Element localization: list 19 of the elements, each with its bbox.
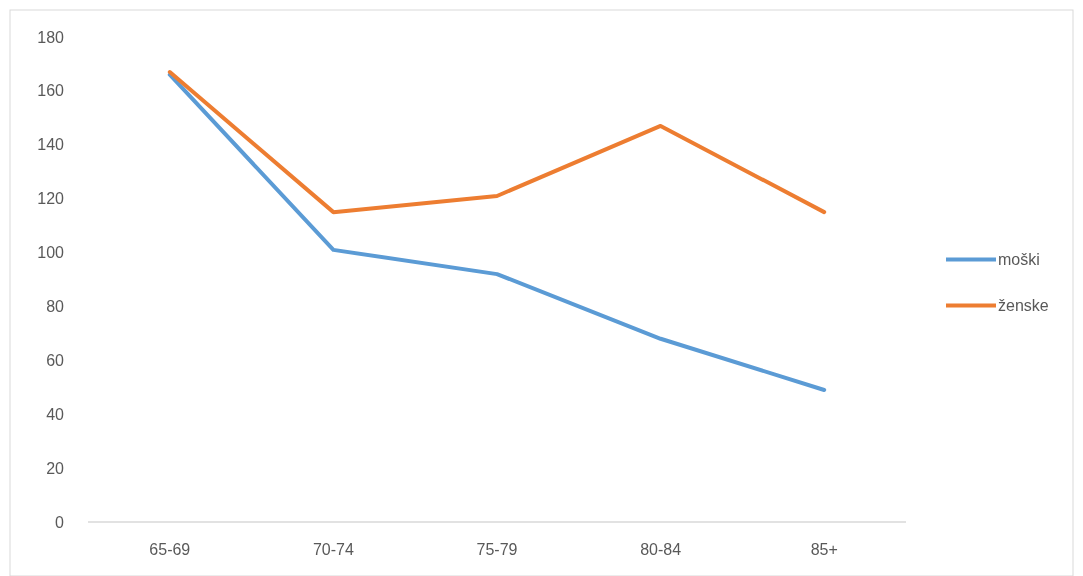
y-tick-label: 140 [37,136,65,154]
y-tick-label: 100 [37,244,65,262]
x-tick-label: 75-79 [476,541,518,558]
y-tick-label: 80 [46,298,65,316]
y-tick-label: 20 [46,459,65,477]
y-tick-label: 40 [46,405,65,423]
x-tick-label: 65-69 [149,541,191,558]
x-tick-label: 70-74 [312,541,354,558]
y-tick-label: 160 [37,82,65,100]
line-series [167,72,827,392]
line-series [167,70,827,215]
y-tick-label: 180 [37,28,65,46]
x-tick-label: 80-84 [640,541,682,558]
y-tick-label: 0 [55,513,65,531]
y-tick-label: 60 [46,351,65,369]
x-tick-label: 85+ [810,541,838,558]
y-tick-label: 120 [37,190,65,208]
legend-label: moški [998,251,1040,269]
legend-label: ženske [998,297,1049,315]
